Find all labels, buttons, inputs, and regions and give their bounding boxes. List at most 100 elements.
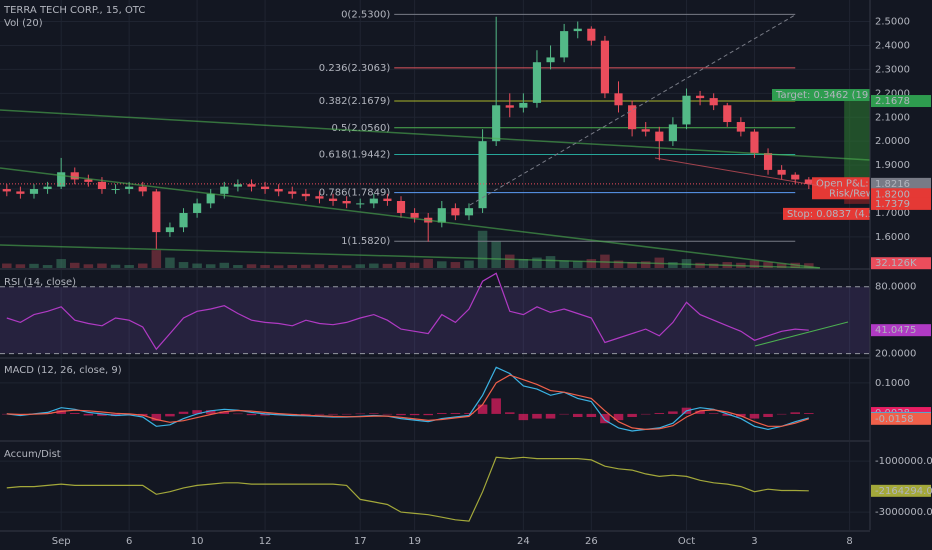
volume-bar xyxy=(110,264,121,268)
chart-subtitle: Vol (20) xyxy=(4,18,43,29)
histogram-bar xyxy=(396,413,406,416)
volume-bar xyxy=(572,261,583,268)
candle-body xyxy=(193,203,202,213)
candle-body xyxy=(2,189,11,192)
target-text: Target: 0.3462 (19.01% xyxy=(775,90,894,101)
y-tick-label: 1.8216 xyxy=(875,179,910,190)
candle-body xyxy=(315,196,324,199)
candle-body xyxy=(614,93,623,106)
fib-label: 0.618(1.9442) xyxy=(319,150,391,161)
histogram-bar xyxy=(559,413,569,415)
candle-body xyxy=(696,95,705,99)
volume-bar xyxy=(260,265,270,268)
volume-bar xyxy=(165,257,175,268)
volume-bar xyxy=(763,262,773,268)
volume-bar xyxy=(42,265,53,268)
fib-label: 0.382(2.1679) xyxy=(319,96,391,107)
trend-line xyxy=(0,167,821,269)
histogram-bar xyxy=(301,413,311,415)
volume-bar xyxy=(382,263,393,268)
histogram-bar xyxy=(627,413,637,418)
y-tick-label: 2.1678 xyxy=(875,96,910,107)
candle-body xyxy=(220,186,229,194)
candle-body xyxy=(274,189,283,192)
histogram-bar xyxy=(790,412,800,414)
axis-value-box xyxy=(871,95,931,108)
candle-body xyxy=(29,189,39,194)
y-tick-label: 2.3000 xyxy=(875,64,910,75)
candle-body xyxy=(546,57,555,63)
histogram-bar xyxy=(260,413,270,416)
candle-body xyxy=(791,174,800,180)
volume-bar xyxy=(532,257,542,268)
histogram-bar xyxy=(464,412,474,414)
histogram-bar xyxy=(341,413,352,415)
axis-value-box xyxy=(871,412,931,425)
x-tick-label: 6 xyxy=(126,536,132,547)
candle-body xyxy=(641,129,650,132)
candle-body xyxy=(247,184,256,187)
axis-value-box xyxy=(871,324,931,337)
volume-bar xyxy=(586,259,597,268)
x-tick-label: 3 xyxy=(751,536,757,547)
candle-body xyxy=(369,198,378,204)
candle-body xyxy=(328,198,338,201)
volume-bar xyxy=(423,259,433,268)
candle-body xyxy=(723,105,732,123)
trend-line xyxy=(0,244,821,269)
candle-body xyxy=(750,131,759,154)
fib-label: 0.236(2.3063) xyxy=(319,63,391,74)
x-tick-label: 8 xyxy=(846,536,852,547)
histogram-bar xyxy=(804,413,814,414)
volume-bar xyxy=(314,264,325,268)
y-tick-label: 1.7000 xyxy=(875,208,910,219)
candle-body xyxy=(573,28,582,32)
candle-body xyxy=(532,62,542,103)
candle-body xyxy=(736,122,745,132)
volume-bar xyxy=(192,263,202,268)
candle-body xyxy=(492,105,501,142)
candle-body xyxy=(138,186,147,192)
candle-body xyxy=(152,191,161,233)
axis-value-box xyxy=(871,484,931,497)
x-tick-label: 24 xyxy=(517,536,530,547)
y-tick-label: 2.0000 xyxy=(875,136,910,147)
stop-text: Stop: 0.0837 (4.59% xyxy=(787,209,890,220)
volume-bar xyxy=(151,250,162,268)
x-tick-label: 17 xyxy=(354,536,367,547)
volume-bar xyxy=(450,262,461,268)
histogram-bar xyxy=(450,412,461,414)
histogram-bar xyxy=(192,410,202,414)
candle-body xyxy=(165,227,174,233)
y-tick-label: 20.0000 xyxy=(875,349,916,360)
volume-bar xyxy=(97,263,107,268)
candle-body xyxy=(233,184,242,187)
y-tick-label: 0.1000 xyxy=(875,378,910,389)
volume-bar xyxy=(2,263,12,268)
y-tick-label: -0.0158 xyxy=(875,414,914,425)
drawings xyxy=(0,14,871,347)
y-tick-label: 1.9000 xyxy=(875,160,910,171)
series-line xyxy=(6,456,809,522)
chart-title: TERRA TECH CORP., 15, OTC xyxy=(3,5,145,16)
candle-body xyxy=(519,102,528,108)
volume-bar xyxy=(695,262,705,268)
volume-bar xyxy=(70,262,80,268)
histogram-bar xyxy=(83,413,94,416)
histogram-bar xyxy=(695,410,705,414)
pane-title: RSI (14, close) xyxy=(4,277,76,288)
pnl-text: Open P&L: -0. xyxy=(816,178,885,189)
histogram-bar xyxy=(205,410,216,414)
trend-line xyxy=(0,109,871,161)
candle-body xyxy=(125,186,134,190)
histogram-bar xyxy=(369,413,379,414)
candle-body xyxy=(84,179,93,182)
histogram-bar xyxy=(722,413,733,416)
volume-bar xyxy=(328,265,338,268)
histogram-bar xyxy=(423,413,433,416)
candle-body xyxy=(396,201,406,213)
candle-body xyxy=(437,208,446,223)
candle-body xyxy=(410,212,419,218)
rr-text: Risk/Rewa xyxy=(829,188,880,199)
candle-body xyxy=(804,179,813,184)
